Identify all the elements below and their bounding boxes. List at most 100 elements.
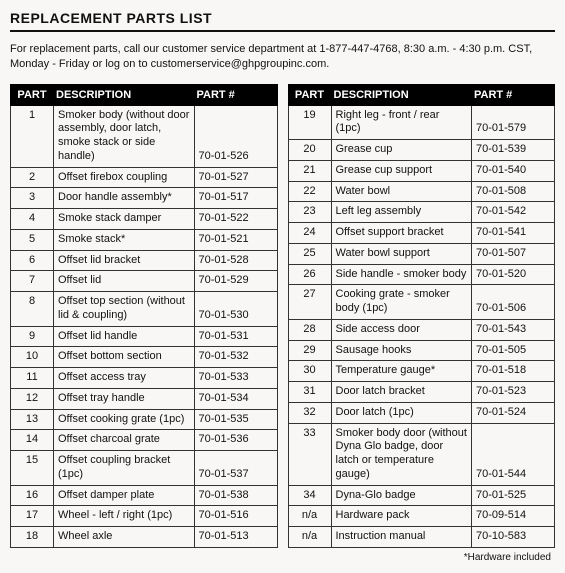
cell-part: 1 [11, 105, 54, 167]
table-row: 31Door latch bracket70-01-523 [288, 382, 555, 403]
table-row: 1Smoker body (without door assembly, doo… [11, 105, 278, 167]
cell-description: Cooking grate - smoker body (1pc) [331, 285, 472, 320]
table-row: 15Offset coupling bracket (1pc)70-01-537 [11, 451, 278, 486]
cell-part: 6 [11, 250, 54, 271]
cell-part: 18 [11, 527, 54, 548]
cell-part: 3 [11, 188, 54, 209]
title-divider [10, 30, 555, 32]
cell-part: 24 [288, 223, 331, 244]
cell-description: Door latch bracket [331, 382, 472, 403]
cell-description: Offset firebox coupling [54, 167, 195, 188]
cell-partnum: 70-01-531 [194, 326, 277, 347]
cell-partnum: 70-01-542 [472, 202, 555, 223]
table-row: 22Water bowl70-01-508 [288, 181, 555, 202]
header-description: DESCRIPTION [54, 84, 195, 105]
cell-partnum: 70-01-506 [472, 285, 555, 320]
cell-part: 28 [288, 319, 331, 340]
cell-partnum: 70-01-526 [194, 105, 277, 167]
cell-description: Smoke stack damper [54, 209, 195, 230]
cell-description: Offset coupling bracket (1pc) [54, 451, 195, 486]
cell-part: 2 [11, 167, 54, 188]
cell-part: 31 [288, 382, 331, 403]
table-row: 23Left leg assembly70-01-542 [288, 202, 555, 223]
cell-partnum: 70-01-517 [194, 188, 277, 209]
header-partnum: PART # [194, 84, 277, 105]
cell-description: Wheel axle [54, 527, 195, 548]
header-part: PART [288, 84, 331, 105]
cell-description: Grease cup support [331, 160, 472, 181]
cell-part: 34 [288, 485, 331, 506]
cell-part: 19 [288, 105, 331, 140]
cell-description: Water bowl [331, 181, 472, 202]
table-row: 7Offset lid70-01-529 [11, 271, 278, 292]
cell-description: Water bowl support [331, 243, 472, 264]
footnote-hardware: *Hardware included [10, 552, 555, 563]
table-row: 10Offset bottom section70-01-532 [11, 347, 278, 368]
cell-description: Door handle assembly* [54, 188, 195, 209]
cell-part: 33 [288, 423, 331, 485]
cell-description: Side access door [331, 319, 472, 340]
cell-description: Offset bottom section [54, 347, 195, 368]
cell-partnum: 70-01-538 [194, 485, 277, 506]
cell-partnum: 70-01-527 [194, 167, 277, 188]
cell-partnum: 70-01-528 [194, 250, 277, 271]
header-description: DESCRIPTION [331, 84, 472, 105]
cell-part: 13 [11, 409, 54, 430]
cell-partnum: 70-01-533 [194, 368, 277, 389]
cell-partnum: 70-01-507 [472, 243, 555, 264]
cell-description: Grease cup [331, 140, 472, 161]
cell-description: Smoker body (without door assembly, door… [54, 105, 195, 167]
cell-part: 30 [288, 361, 331, 382]
table-row: 29Sausage hooks70-01-505 [288, 340, 555, 361]
cell-part: 10 [11, 347, 54, 368]
cell-part: n/a [288, 527, 331, 548]
cell-description: Offset top section (without lid & coupli… [54, 292, 195, 327]
cell-part: 26 [288, 264, 331, 285]
cell-partnum: 70-01-518 [472, 361, 555, 382]
cell-partnum: 70-01-524 [472, 402, 555, 423]
cell-partnum: 70-01-536 [194, 430, 277, 451]
cell-part: 25 [288, 243, 331, 264]
page-title: REPLACEMENT PARTS LIST [10, 10, 555, 26]
cell-part: 16 [11, 485, 54, 506]
table-row: 33Smoker body door (without Dyna Glo bad… [288, 423, 555, 485]
cell-part: 17 [11, 506, 54, 527]
cell-description: Dyna-Glo badge [331, 485, 472, 506]
cell-partnum: 70-01-522 [194, 209, 277, 230]
cell-description: Offset damper plate [54, 485, 195, 506]
cell-description: Side handle - smoker body [331, 264, 472, 285]
table-row: 28Side access door70-01-543 [288, 319, 555, 340]
cell-description: Offset tray handle [54, 388, 195, 409]
cell-part: 5 [11, 229, 54, 250]
cell-part: 20 [288, 140, 331, 161]
cell-description: Door latch (1pc) [331, 402, 472, 423]
cell-partnum: 70-01-530 [194, 292, 277, 327]
cell-partnum: 70-01-532 [194, 347, 277, 368]
table-row: 25Water bowl support70-01-507 [288, 243, 555, 264]
cell-partnum: 70-01-525 [472, 485, 555, 506]
cell-description: Temperature gauge* [331, 361, 472, 382]
cell-description: Offset support bracket [331, 223, 472, 244]
cell-part: 7 [11, 271, 54, 292]
cell-partnum: 70-01-544 [472, 423, 555, 485]
cell-description: Hardware pack [331, 506, 472, 527]
cell-description: Offset lid [54, 271, 195, 292]
table-row: 4Smoke stack damper70-01-522 [11, 209, 278, 230]
table-row: 30Temperature gauge*70-01-518 [288, 361, 555, 382]
cell-partnum: 70-01-537 [194, 451, 277, 486]
cell-partnum: 70-01-541 [472, 223, 555, 244]
cell-description: Wheel - left / right (1pc) [54, 506, 195, 527]
table-row: 24Offset support bracket70-01-541 [288, 223, 555, 244]
table-row: 17Wheel - left / right (1pc)70-01-516 [11, 506, 278, 527]
cell-description: Offset lid bracket [54, 250, 195, 271]
table-row: n/aInstruction manual70-10-583 [288, 527, 555, 548]
table-row: 9Offset lid handle70-01-531 [11, 326, 278, 347]
table-row: 16Offset damper plate70-01-538 [11, 485, 278, 506]
cell-part: 22 [288, 181, 331, 202]
cell-partnum: 70-01-513 [194, 527, 277, 548]
cell-description: Offset cooking grate (1pc) [54, 409, 195, 430]
cell-part: 9 [11, 326, 54, 347]
cell-description: Instruction manual [331, 527, 472, 548]
table-row: 2Offset firebox coupling70-01-527 [11, 167, 278, 188]
table-row: 20Grease cup70-01-539 [288, 140, 555, 161]
